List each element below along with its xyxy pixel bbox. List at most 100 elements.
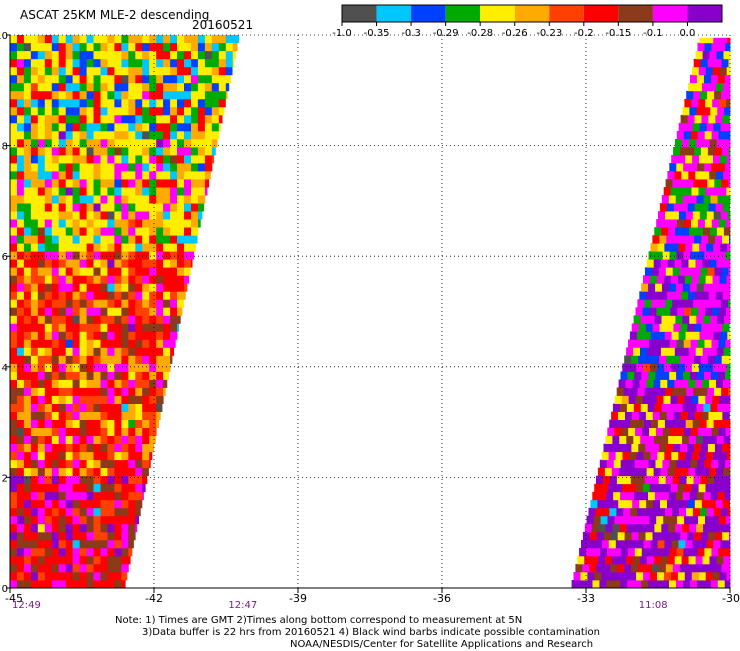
- data-cell: [121, 195, 129, 204]
- data-cell: [684, 307, 692, 316]
- data-cell: [72, 114, 80, 124]
- data-cell: [724, 315, 731, 324]
- data-cell: [706, 451, 714, 461]
- data-cell: [51, 283, 60, 292]
- data-cell: [30, 507, 39, 517]
- data-cell: [128, 243, 136, 252]
- data-cell: [93, 243, 101, 252]
- data-cell: [592, 580, 600, 589]
- data-cell: [135, 106, 143, 116]
- data-cell: [696, 491, 705, 501]
- data-cell: [51, 114, 60, 124]
- data-cell: [706, 211, 715, 220]
- data-cell: [707, 58, 716, 68]
- data-cell: [156, 179, 164, 188]
- data-cell: [700, 563, 708, 573]
- data-cell: [726, 98, 731, 108]
- data-cell: [44, 82, 53, 92]
- data-cell: [163, 275, 171, 284]
- data-cell: [72, 419, 80, 428]
- data-cell: [644, 475, 653, 485]
- data-cell: [727, 299, 731, 308]
- data-cell: [128, 187, 136, 196]
- data-cell: [643, 275, 651, 284]
- data-cell: [691, 483, 699, 493]
- data-cell: [724, 403, 731, 412]
- data-cell: [93, 451, 101, 461]
- data-cell: [86, 114, 94, 124]
- data-cell: [37, 251, 46, 260]
- data-cell: [620, 491, 628, 501]
- data-cell: [651, 387, 659, 396]
- data-cell: [114, 139, 122, 148]
- data-cell: [128, 483, 136, 493]
- data-cell: [107, 523, 115, 533]
- data-cell: [44, 515, 53, 525]
- data-cell: [121, 499, 129, 509]
- data-cell: [675, 403, 683, 412]
- data-cell: [128, 307, 136, 316]
- data-cell: [652, 531, 660, 541]
- data-cell: [23, 259, 32, 268]
- data-cell: [135, 283, 143, 292]
- data-cell: [635, 307, 643, 316]
- data-cell: [692, 419, 701, 428]
- data-cell: [121, 203, 129, 212]
- data-cell: [724, 283, 731, 292]
- data-cell: [645, 355, 653, 364]
- data-cell: [114, 355, 122, 364]
- data-cell: [671, 331, 679, 340]
- data-cell: [17, 403, 25, 412]
- data-cell: [93, 147, 101, 156]
- x-tick-label: -45: [5, 592, 23, 605]
- data-cell: [156, 114, 164, 124]
- data-cell: [142, 82, 150, 92]
- data-cell: [639, 291, 647, 300]
- data-cell: [584, 523, 593, 533]
- data-cell: [648, 547, 657, 557]
- data-cell: [615, 451, 623, 461]
- data-cell: [662, 371, 670, 380]
- data-cell: [156, 211, 164, 220]
- data-cell: [655, 459, 663, 469]
- data-cell: [645, 443, 653, 453]
- data-cell: [65, 66, 74, 76]
- data-cell: [672, 563, 681, 573]
- data-cell: [177, 235, 185, 244]
- data-cell: [149, 203, 157, 212]
- data-cell: [708, 291, 717, 300]
- data-cell: [128, 427, 136, 436]
- data-cell: [65, 106, 74, 116]
- data-cell: [648, 491, 656, 501]
- data-cell: [699, 419, 708, 428]
- data-cell: [218, 50, 227, 60]
- data-cell: [65, 283, 74, 292]
- data-cell: [655, 283, 663, 292]
- data-cell: [17, 499, 25, 509]
- data-cell: [700, 147, 709, 156]
- data-cell: [44, 331, 53, 340]
- data-cell: [715, 411, 723, 420]
- data-cell: [114, 275, 122, 284]
- data-cell: [712, 98, 720, 108]
- data-cell: [100, 371, 108, 380]
- y-tick-label: 2: [2, 473, 8, 484]
- data-cell: [135, 275, 143, 284]
- data-cell: [51, 187, 60, 196]
- data-cell: [589, 531, 598, 541]
- data-cell: [646, 259, 655, 268]
- data-cell: [679, 267, 688, 276]
- data-cell: [694, 114, 702, 124]
- data-cell: [610, 443, 618, 453]
- data-cell: [682, 491, 691, 501]
- data-cell: [30, 411, 39, 420]
- data-cell: [44, 403, 53, 412]
- data-cell: [128, 179, 136, 188]
- data-cell: [170, 211, 178, 220]
- data-cell: [79, 179, 87, 188]
- data-cell: [676, 427, 685, 436]
- data-cell: [156, 259, 164, 268]
- data-cell: [135, 42, 143, 52]
- data-cell: [156, 339, 164, 348]
- data-cell: [688, 139, 697, 148]
